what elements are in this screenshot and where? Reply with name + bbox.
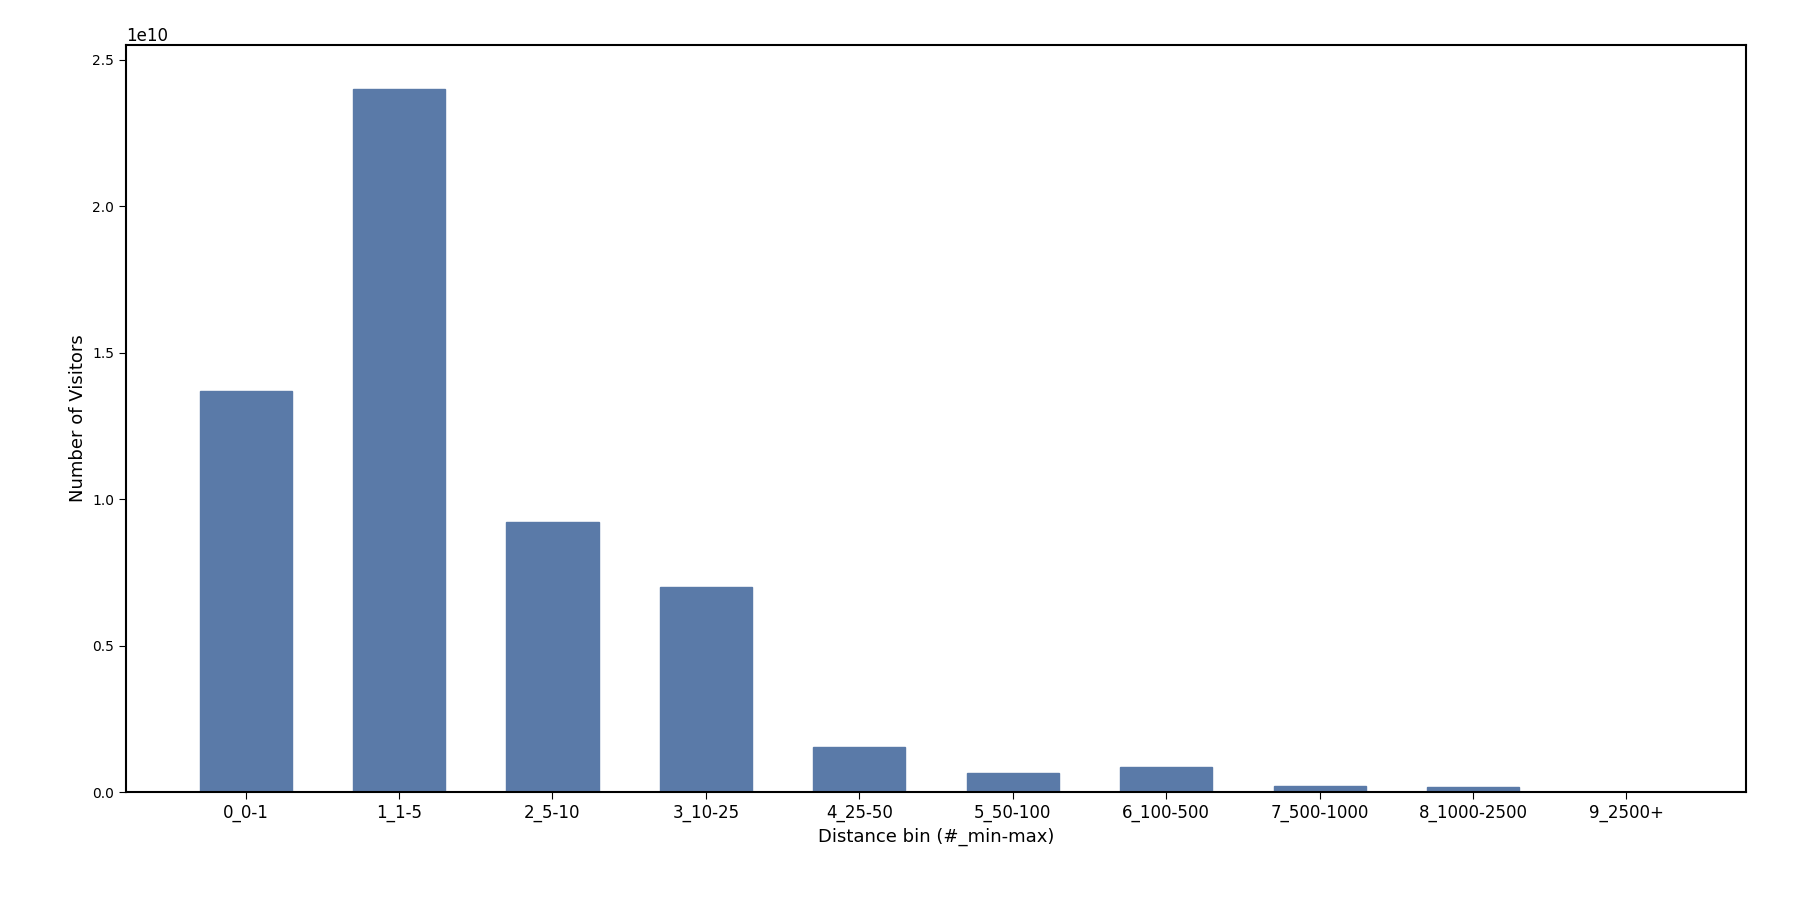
Bar [353, 89, 445, 792]
Bar [1120, 767, 1211, 792]
Bar [814, 747, 905, 792]
Bar [661, 587, 752, 792]
Bar [967, 773, 1058, 792]
X-axis label: Distance bin (#_min-max): Distance bin (#_min-max) [817, 827, 1055, 846]
Bar [200, 391, 292, 792]
Bar [506, 523, 598, 792]
Bar [1427, 787, 1519, 792]
Bar [1274, 786, 1366, 792]
Y-axis label: Number of Visitors: Number of Visitors [68, 335, 86, 502]
